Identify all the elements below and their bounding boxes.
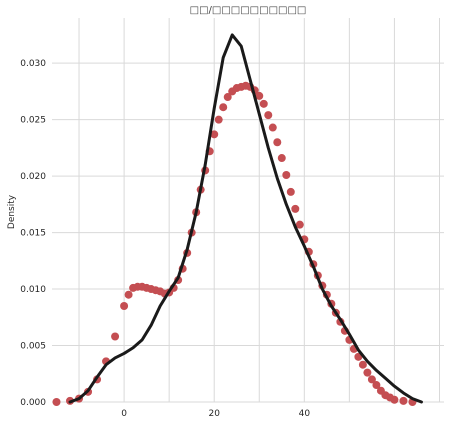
density-line-series: [68, 33, 423, 404]
marker-point: [282, 170, 291, 179]
marker-point: [214, 115, 223, 124]
marker-point: [120, 302, 129, 310]
x-tick-label: 40: [299, 409, 311, 419]
y-tick-label: 0.025: [20, 116, 46, 126]
marker-point: [124, 290, 133, 299]
x-tick-label: 0: [121, 409, 127, 419]
marker-point: [277, 154, 286, 163]
marker-point: [52, 398, 61, 406]
y-tick-label: 0.010: [20, 285, 46, 295]
marker-point: [399, 396, 408, 405]
y-tick-label: 0.030: [20, 59, 46, 69]
series-group: [52, 33, 423, 406]
y-tick-label: 0.000: [20, 398, 46, 408]
marker-point: [358, 360, 367, 369]
marker-point: [219, 103, 228, 112]
y-tick-label: 0.020: [20, 172, 46, 182]
marker-point: [255, 91, 264, 100]
marker-point: [268, 123, 277, 132]
marker-point: [295, 220, 304, 229]
marker-point: [390, 395, 399, 404]
y-tick-label: 0.015: [20, 229, 46, 239]
chart-title: □□/□□□□□□□□□□: [190, 5, 307, 16]
grid-lines: [52, 18, 444, 403]
y-tick-label: 0.005: [20, 342, 46, 352]
marker-point: [286, 187, 295, 196]
marker-point: [223, 93, 232, 102]
marker-point: [259, 99, 268, 108]
marker-point: [210, 130, 219, 139]
marker-point: [273, 138, 282, 147]
marker-point: [367, 375, 376, 384]
tick-labels: 0.000 0.005 0.010 0.015 0.020 0.025 0.030 0 20 40: [20, 59, 310, 419]
marker-point: [372, 381, 381, 390]
marker-point: [264, 111, 273, 120]
y-axis-label: Density: [7, 194, 17, 229]
marker-point: [111, 332, 120, 341]
marker-point: [291, 204, 300, 213]
marker-point: [363, 368, 372, 377]
x-tick-label: 20: [208, 409, 220, 419]
